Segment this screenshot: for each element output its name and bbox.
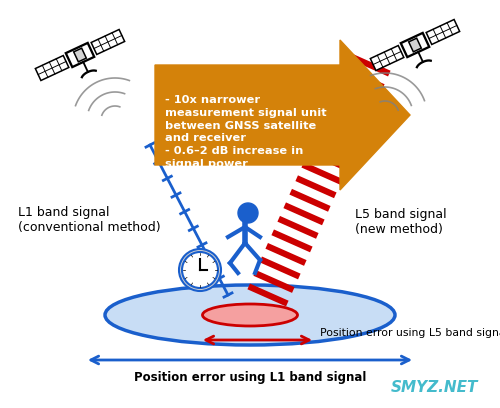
Text: SMYZ.NET: SMYZ.NET	[390, 380, 478, 395]
Ellipse shape	[202, 304, 298, 326]
Polygon shape	[74, 48, 86, 62]
Polygon shape	[401, 33, 429, 57]
Circle shape	[179, 249, 221, 291]
Ellipse shape	[105, 285, 395, 345]
Polygon shape	[155, 40, 410, 190]
Polygon shape	[66, 43, 94, 67]
Polygon shape	[370, 46, 404, 71]
Text: L1 band signal
(conventional method): L1 band signal (conventional method)	[18, 206, 161, 234]
Polygon shape	[36, 55, 69, 80]
Circle shape	[238, 203, 258, 223]
Polygon shape	[426, 20, 460, 44]
Circle shape	[182, 252, 218, 288]
Text: - 10x narrower
measurement signal unit
between GNSS satellite
and receiver
- 0.6: - 10x narrower measurement signal unit b…	[165, 95, 326, 169]
Text: Position error using L1 band signal: Position error using L1 band signal	[134, 372, 366, 384]
Polygon shape	[91, 29, 124, 55]
Text: Position error using L5 band signal: Position error using L5 band signal	[320, 328, 500, 338]
Polygon shape	[408, 38, 422, 52]
Text: L5 band signal
(new method): L5 band signal (new method)	[355, 208, 446, 236]
